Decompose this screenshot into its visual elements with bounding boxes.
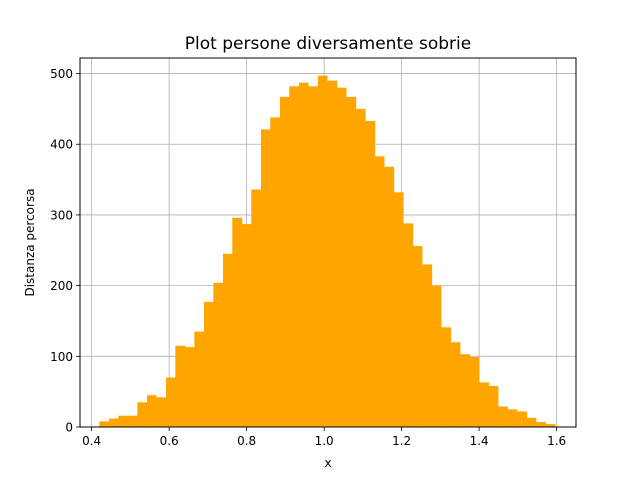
x-tick-label: 0.8 bbox=[237, 434, 256, 448]
x-tick-label: 1.6 bbox=[547, 434, 566, 448]
y-tick-label: 400 bbox=[50, 138, 73, 152]
histogram-bar bbox=[222, 253, 233, 427]
histogram-bar bbox=[336, 87, 347, 428]
y-tick-label: 0 bbox=[65, 421, 73, 435]
histogram-bar bbox=[99, 421, 110, 427]
histogram-bar bbox=[156, 397, 167, 427]
histogram-bar bbox=[517, 411, 528, 427]
histogram-bar bbox=[128, 415, 138, 427]
histogram-bar bbox=[384, 166, 395, 428]
histogram-bar bbox=[488, 386, 499, 427]
y-tick-label: 500 bbox=[50, 67, 73, 81]
x-tick-label: 0.4 bbox=[82, 434, 101, 448]
histogram-bar bbox=[241, 224, 252, 427]
histogram-bar bbox=[109, 418, 119, 427]
histogram-bar bbox=[441, 327, 452, 427]
histogram-bar bbox=[260, 129, 271, 427]
histogram-bar bbox=[412, 246, 423, 427]
axis-ticks: 0.4 0.6 0.8 1.0 1.2 1.4 1.6 0 100 200 300 400 500 bbox=[50, 67, 566, 448]
histogram-bar bbox=[327, 80, 338, 427]
histogram-bar bbox=[204, 301, 214, 427]
histogram-bar bbox=[403, 223, 414, 427]
histogram-bar bbox=[507, 409, 518, 427]
histogram-bar bbox=[194, 331, 205, 427]
histogram-bar bbox=[460, 354, 471, 427]
x-tick-label: 1.4 bbox=[470, 434, 489, 448]
histogram-bar bbox=[393, 192, 404, 427]
y-tick-label: 100 bbox=[50, 350, 73, 364]
histogram-bar bbox=[166, 377, 176, 427]
x-tick-label: 1.0 bbox=[315, 434, 334, 448]
histogram-bar bbox=[479, 382, 490, 427]
histogram-bar bbox=[137, 402, 148, 427]
x-axis-label: x bbox=[324, 456, 331, 470]
histogram-bar bbox=[185, 347, 195, 427]
histogram-bar bbox=[422, 264, 433, 427]
histogram-bar bbox=[526, 417, 537, 427]
x-tick-label: 1.2 bbox=[392, 434, 411, 448]
histogram-bar bbox=[355, 108, 366, 428]
histogram-bar bbox=[450, 342, 461, 427]
chart-title: Plot persone diversamente sobrie bbox=[185, 34, 471, 54]
histogram-bar bbox=[374, 156, 385, 428]
histogram-bar bbox=[431, 285, 442, 427]
histogram-bar bbox=[279, 96, 290, 428]
histogram-bar bbox=[232, 217, 243, 427]
histogram-bar bbox=[175, 345, 186, 427]
histogram-bar bbox=[545, 424, 556, 427]
y-tick-label: 300 bbox=[50, 208, 73, 222]
x-tick-label: 0.6 bbox=[160, 434, 179, 448]
histogram-bar bbox=[251, 189, 262, 427]
bars bbox=[99, 75, 556, 428]
histogram-bar bbox=[498, 406, 509, 427]
histogram-bar bbox=[298, 82, 309, 427]
histogram-bar bbox=[536, 422, 547, 427]
histogram-bar bbox=[469, 357, 480, 427]
histogram-bar bbox=[308, 86, 319, 427]
histogram-bar bbox=[147, 395, 157, 427]
y-tick-label: 200 bbox=[50, 279, 73, 293]
histogram-bar bbox=[365, 120, 376, 428]
histogram-bar bbox=[118, 415, 129, 427]
y-axis-label: Distanza percorsa bbox=[23, 188, 37, 296]
histogram-bar bbox=[317, 75, 328, 427]
histogram-bar bbox=[346, 96, 357, 428]
histogram-bar bbox=[270, 117, 281, 428]
histogram-bar bbox=[289, 86, 300, 427]
plot-frame bbox=[79, 57, 577, 428]
histogram-bar bbox=[213, 282, 224, 427]
